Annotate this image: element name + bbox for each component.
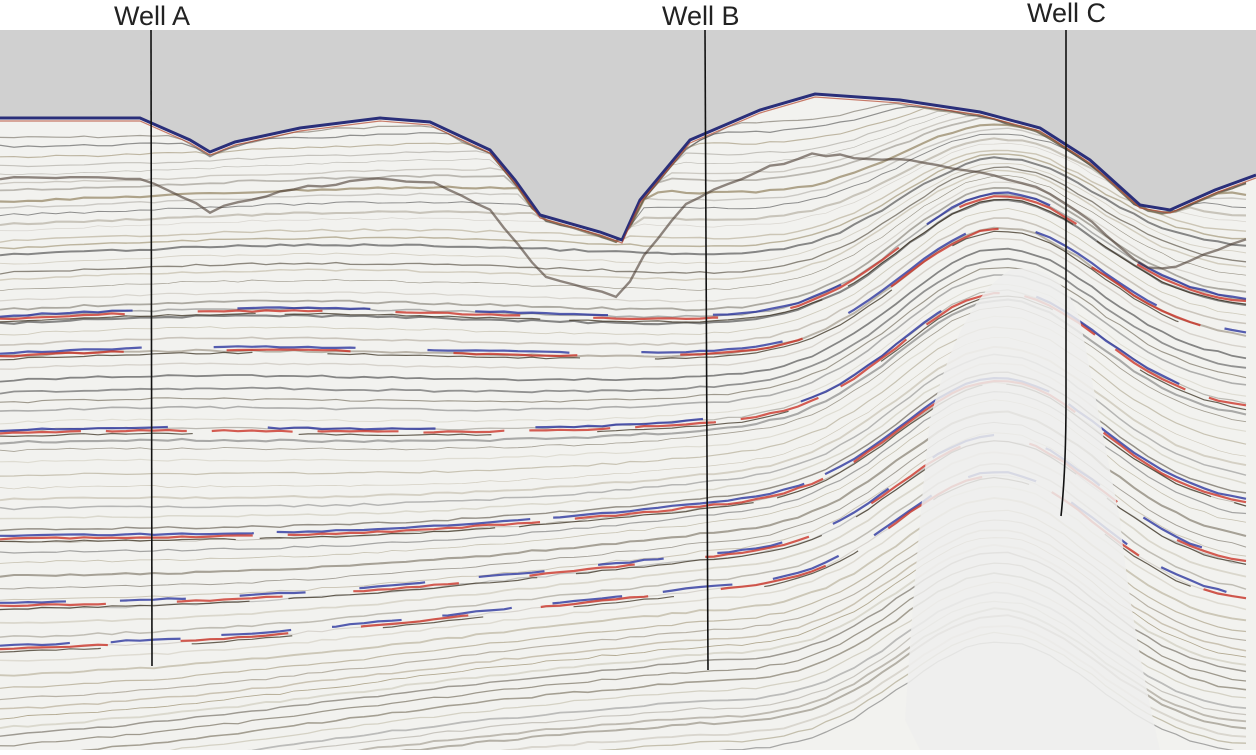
reflector-line <box>0 237 1247 370</box>
reflector-line <box>0 186 1247 312</box>
strong-reflector <box>0 191 1247 318</box>
seafloor-horizon-red <box>0 96 1256 244</box>
strong-reflector <box>0 476 1247 653</box>
reflector-line <box>0 257 1247 395</box>
reflector-line <box>0 153 1246 250</box>
reflector-line <box>0 169 1247 282</box>
seafloor-horizon <box>0 92 1256 242</box>
well-a-label: Well A <box>114 1 191 31</box>
strong-reflector <box>0 473 1247 651</box>
reflector-line <box>0 163 1247 265</box>
shallow-horizon <box>0 152 1247 299</box>
reflector-line <box>0 217 1247 346</box>
strong-reflector <box>0 223 1247 355</box>
well-c-trajectory <box>1060 30 1067 517</box>
well-c-label: Well C <box>1027 0 1107 28</box>
salt-body <box>905 268 1160 750</box>
reflector-line <box>0 207 1247 336</box>
strong-reflector <box>0 230 1247 361</box>
reflector-line <box>0 247 1247 383</box>
reflector-line <box>0 156 1247 257</box>
well-b-label: Well B <box>662 1 740 31</box>
strong-reflector <box>0 198 1247 323</box>
strong-reflector <box>0 433 1247 604</box>
reflector-line <box>0 166 1247 275</box>
well-a-trajectory <box>150 29 153 667</box>
strong-reflector <box>0 195 1247 321</box>
reflector-line <box>0 226 1247 358</box>
well-b-trajectory <box>704 29 709 671</box>
